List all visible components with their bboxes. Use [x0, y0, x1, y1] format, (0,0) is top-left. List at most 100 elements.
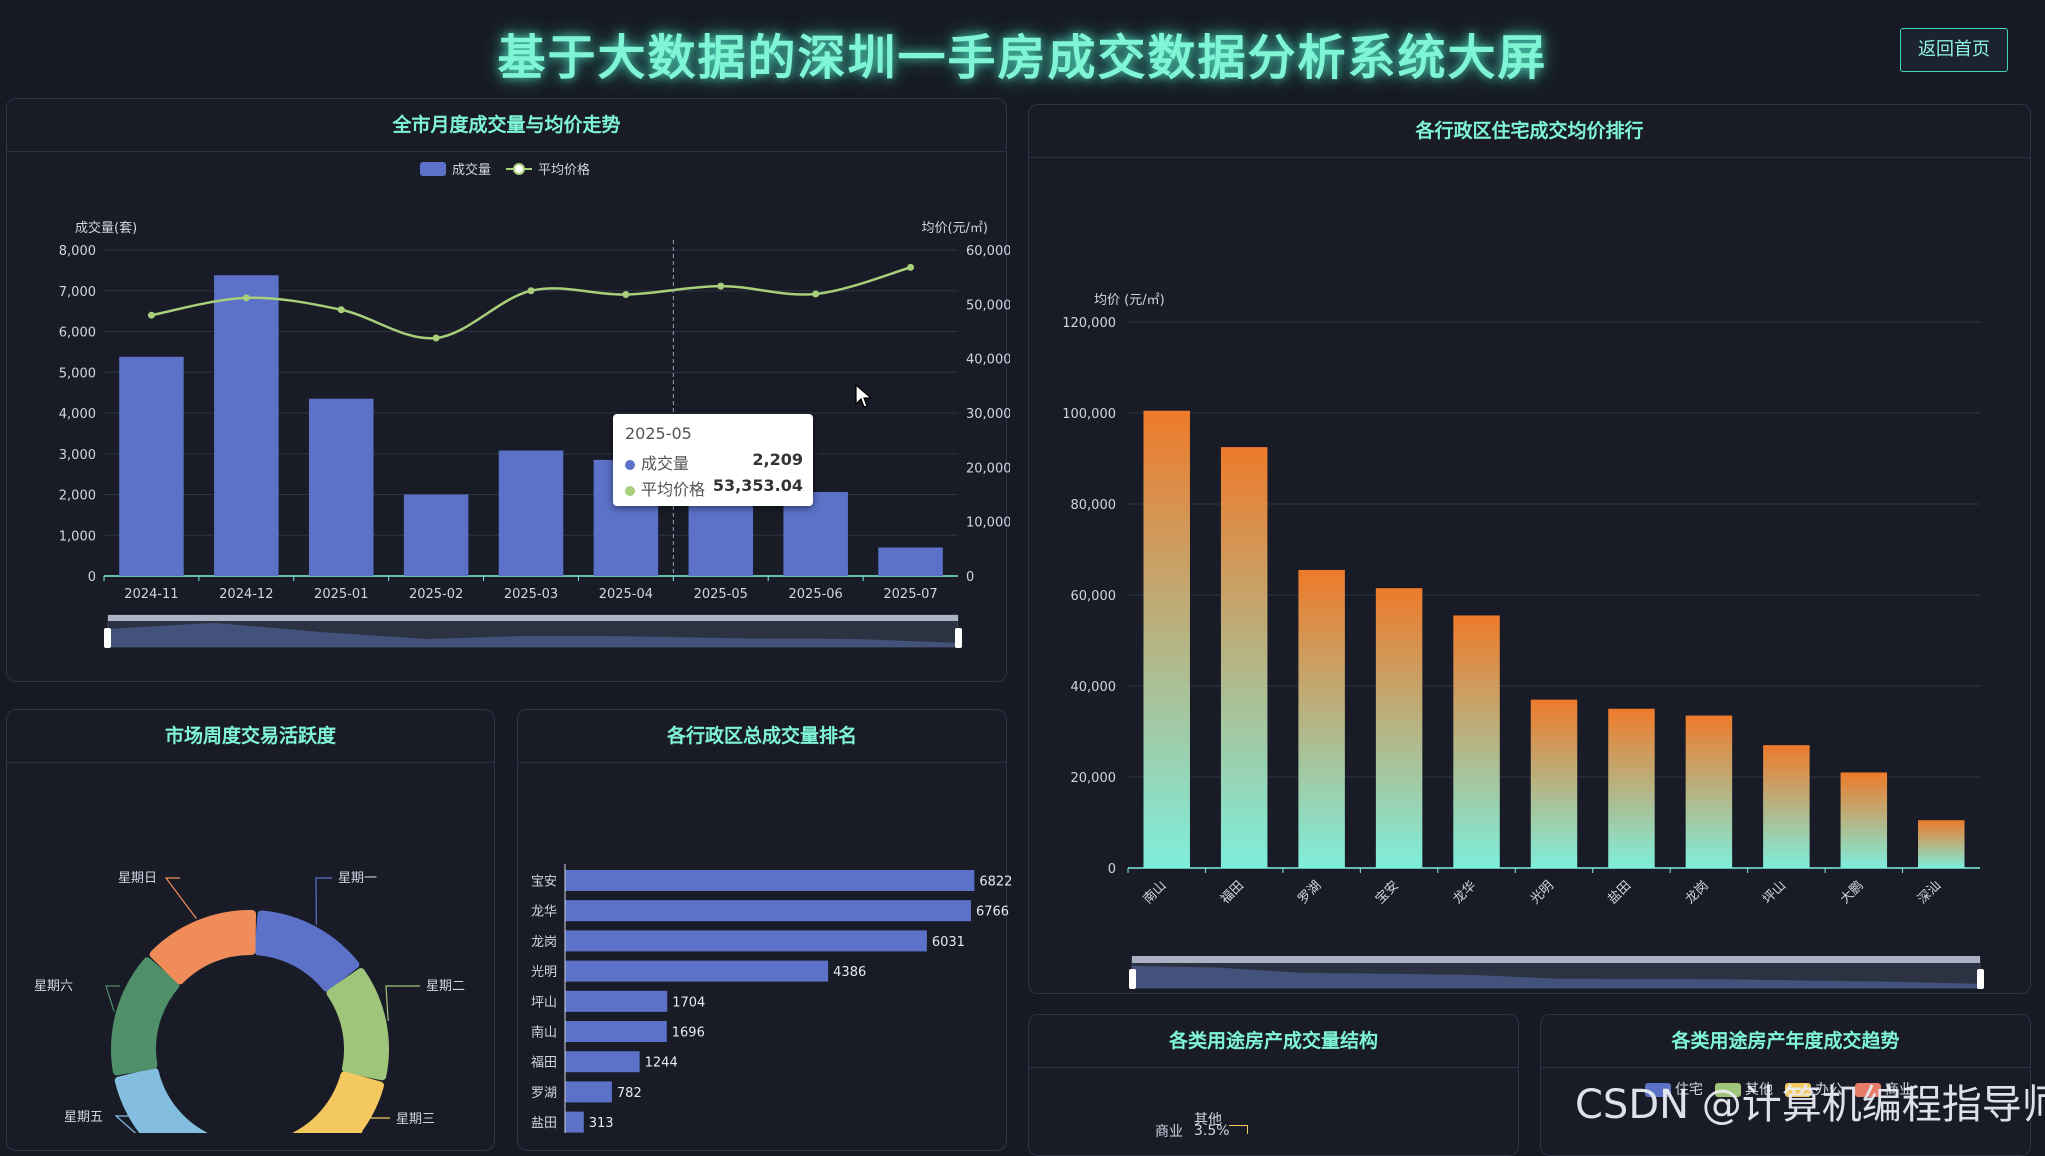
y-axis-right-title: 均价(元/㎡)	[921, 221, 988, 236]
y-tick-right: 60,000	[966, 244, 1010, 259]
bar-district-volume	[565, 1021, 667, 1042]
pie-slice	[292, 1071, 384, 1133]
x-tick-label: 龙华	[1450, 878, 1479, 907]
datazoom-handle-right	[955, 628, 962, 648]
panel-title: 各行政区总成交量排名	[518, 710, 1006, 763]
pie-slice	[111, 957, 180, 1076]
x-tick-label: 2025-04	[599, 587, 653, 602]
panel-title: 全市月度成交量与均价走势	[7, 99, 1006, 152]
bar-volume	[308, 398, 374, 576]
x-tick-label: 盐田	[1605, 878, 1634, 907]
y-tick-right: 0	[966, 570, 974, 585]
pie-leader-line	[164, 877, 197, 919]
bar-volume	[878, 547, 943, 576]
point-price	[527, 287, 535, 295]
x-tick-label: 坪山	[1760, 878, 1789, 907]
datazoom-handle-left	[104, 628, 111, 648]
pie-leader-line	[385, 985, 420, 1021]
y-category-label: 罗湖	[531, 1086, 557, 1101]
y-tick-label: 20,000	[1071, 771, 1117, 786]
bar-value-label: 313	[589, 1116, 614, 1131]
x-tick-label: 2025-02	[409, 587, 463, 602]
bar-district-volume	[565, 930, 927, 952]
y-tick-label: 0	[1108, 862, 1116, 877]
point-price	[717, 282, 725, 290]
point-price	[147, 311, 155, 319]
datazoom-handle-left	[1129, 969, 1136, 989]
legend-swatch	[1855, 1083, 1881, 1097]
y-category-label: 福田	[531, 1056, 557, 1071]
legend-label: 其他	[1745, 1082, 1773, 1098]
legend-label: 办公	[1815, 1082, 1843, 1098]
bar-value-label: 6822	[979, 875, 1012, 890]
y-tick-right: 40,000	[966, 353, 1010, 368]
bar-district-volume	[565, 1051, 640, 1073]
x-tick-label: 2024-12	[219, 587, 273, 602]
y-category-label: 宝安	[531, 875, 557, 890]
bar-district-price	[1220, 447, 1268, 868]
pie-slice	[149, 910, 257, 985]
pie-label: 星期二	[426, 979, 465, 994]
y-tick-label: 40,000	[1071, 680, 1117, 695]
legend-swatch	[1715, 1083, 1741, 1097]
tooltip-value: 53,353.04	[712, 476, 803, 495]
panel-title: 市场周度交易活跃度	[7, 710, 494, 763]
bar-value-label: 1696	[672, 1026, 705, 1041]
legend-label: 住宅	[1675, 1082, 1703, 1098]
series-dot	[625, 459, 635, 470]
tooltip-series-name: 成交量	[641, 454, 690, 473]
pie-leader-line	[1229, 1125, 1248, 1134]
y-axis-left-title: 成交量(套)	[75, 220, 137, 236]
panel-usage-structure: 各类用途房产成交量结构 其他 商业 3.5%	[1028, 1014, 1519, 1156]
bar-district-price	[1763, 745, 1810, 868]
bar-district-volume	[565, 1081, 612, 1103]
y-category-label: 坪山	[531, 995, 557, 1010]
legend-item-other[interactable]: 其他	[1715, 1079, 1773, 1099]
x-tick-label: 宝安	[1373, 878, 1402, 907]
datazoom-overview	[1132, 965, 1980, 988]
x-tick-label: 2024-11	[124, 587, 178, 602]
y-tick-left: 3,000	[59, 448, 96, 463]
bar-district-volume	[565, 960, 829, 982]
mouse-cursor-icon	[855, 384, 873, 408]
home-button[interactable]: 返回首页	[1900, 28, 2008, 72]
panel-district-volume: 各行政区总成交量排名	[517, 709, 1007, 1151]
x-tick-label: 2025-07	[883, 587, 937, 602]
y-category-label: 盐田	[531, 1116, 557, 1131]
pie-leader-line	[114, 1115, 137, 1133]
y-category-label: 光明	[531, 965, 557, 980]
point-price	[622, 291, 630, 299]
y-tick-left: 8,000	[59, 244, 96, 259]
y-tick-left: 7,000	[59, 285, 96, 300]
datazoom-overview	[108, 622, 958, 647]
pie-slice	[114, 1067, 208, 1133]
panel-title: 各行政区住宅成交均价排行	[1029, 105, 2030, 158]
datazoom-bar	[1132, 956, 1980, 963]
bar-value-label: 6766	[976, 905, 1009, 920]
panel-title: 各类用途房产年度成交趋势	[1541, 1015, 2030, 1068]
panel-title: 各类用途房产成交量结构	[1029, 1015, 1518, 1068]
bar-district-price	[1608, 708, 1655, 868]
legend-label: 商业	[1885, 1082, 1913, 1098]
x-tick-label: 光明	[1528, 878, 1557, 907]
pie-label: 星期日	[118, 871, 157, 886]
legend-item-commercial[interactable]: 商业	[1855, 1079, 1913, 1099]
y-category-label: 龙岗	[531, 935, 557, 950]
pie-label: 星期五	[64, 1110, 103, 1125]
bar-district-volume	[565, 870, 975, 891]
legend-item-residential[interactable]: 住宅	[1645, 1079, 1703, 1099]
bar-volume	[119, 356, 184, 576]
legend-item-office[interactable]: 办公	[1785, 1079, 1843, 1099]
y-tick-left: 2,000	[59, 489, 96, 504]
legend-swatch-volume	[420, 162, 446, 176]
pie-slice	[326, 968, 389, 1081]
point-price	[242, 294, 250, 302]
y-tick-label: 100,000	[1062, 407, 1116, 422]
bar-district-price	[1918, 820, 1965, 868]
y-tick-right: 20,000	[966, 461, 1010, 476]
bar-district-price	[1375, 588, 1423, 868]
y-tick-left: 0	[88, 570, 96, 585]
district-volume-chart: 宝安 6822 龙华 6766 龙岗 6031 光明 4386 坪山 1704 南山 1696 福田 12…	[531, 864, 1012, 1133]
